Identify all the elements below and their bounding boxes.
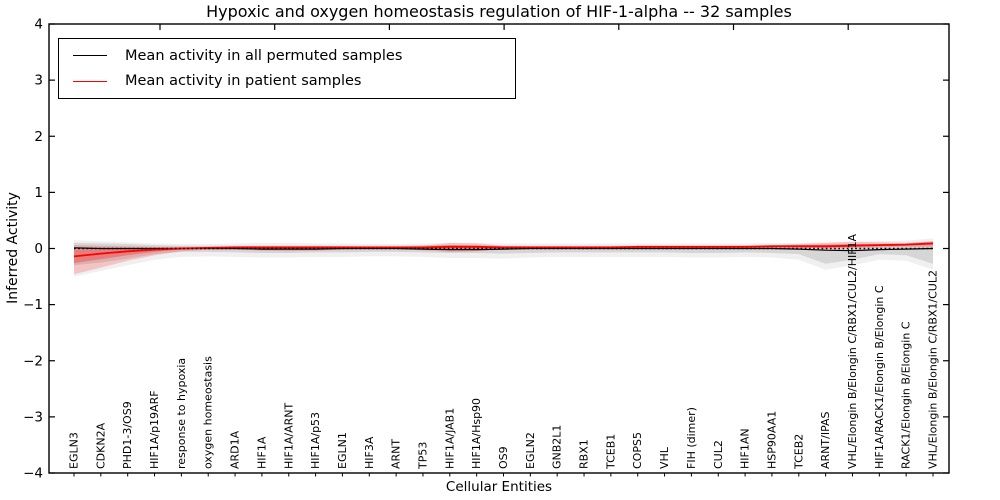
x-category-label: EGLN2 xyxy=(524,432,537,469)
x-category-label: HIF3A xyxy=(363,436,376,469)
legend-entry-permuted: Mean activity in all permuted samples xyxy=(59,43,515,69)
x-category-label: VHL/Elongin B/Elongin C/RBX1/CUL2 xyxy=(927,270,940,469)
x-category-label: RACK1/Elongin B/Elongin C xyxy=(900,321,913,469)
x-category-label: VHL xyxy=(658,446,671,469)
x-category-label: HIF1AN xyxy=(739,428,752,469)
y-tick-label: 3 xyxy=(34,73,43,89)
x-category-label: TP53 xyxy=(416,442,429,470)
y-tick-label: −4 xyxy=(23,466,43,482)
legend: Mean activity in all permuted samples Me… xyxy=(58,38,516,99)
y-tick-label: 0 xyxy=(34,241,43,257)
x-category-label: oxygen homeostasis xyxy=(202,356,215,469)
x-category-label: HIF1A/ARNT xyxy=(282,403,295,469)
y-axis-label: Inferred Activity xyxy=(5,192,21,304)
x-category-label: ARD1A xyxy=(229,430,242,469)
x-category-label: ARNT xyxy=(390,439,403,469)
y-tick-label: −2 xyxy=(23,353,43,369)
x-category-label: HSP90AA1 xyxy=(765,411,778,469)
x-category-label: HIF1A xyxy=(255,436,268,469)
legend-label-patient: Mean activity in patient samples xyxy=(125,73,362,90)
patient-line-swatch xyxy=(73,80,107,82)
x-category-label: COPS5 xyxy=(631,432,644,469)
x-category-label: OS9 xyxy=(497,446,510,469)
legend-entry-patient: Mean activity in patient samples xyxy=(59,69,515,95)
x-category-label: PHD1-3/OS9 xyxy=(121,401,134,469)
x-category-label: HIF1A/RACK1/Elongin B/Elongin C xyxy=(873,285,886,469)
permuted-line-swatch xyxy=(73,55,107,57)
x-axis-label: Cellular Entities xyxy=(445,479,553,495)
x-category-label: FIH (dimer) xyxy=(685,407,698,469)
x-category-label: EGLN1 xyxy=(336,432,349,469)
legend-label-permuted: Mean activity in all permuted samples xyxy=(125,47,403,64)
x-category-label: HIF1A/p19ARF xyxy=(148,390,161,469)
x-category-label: TCEB1 xyxy=(604,434,617,470)
x-category-label: CUL2 xyxy=(712,440,725,469)
x-category-label: CDKN2A xyxy=(94,422,107,469)
x-category-label: HIF1A/p53 xyxy=(309,412,322,469)
x-category-label: HIF1A/Hsp90 xyxy=(470,398,483,469)
x-category-label: response to hypoxia xyxy=(175,358,188,469)
y-tick-label: −3 xyxy=(23,409,43,425)
x-category-label: TCEB2 xyxy=(792,434,805,470)
y-tick-label: −1 xyxy=(23,297,43,313)
y-tick-label: 1 xyxy=(34,185,43,201)
y-tick-label: 2 xyxy=(34,129,43,145)
x-category-label: HIF1A/JAB1 xyxy=(443,408,456,469)
x-category-label: VHL/Elongin B/Elongin C/RBX1/CUL2/HIF1A xyxy=(846,233,859,469)
x-category-label: GNB2L1 xyxy=(551,425,564,469)
x-category-label: EGLN3 xyxy=(68,432,81,469)
mean-activity-in-patient-samples-line xyxy=(73,242,934,258)
x-category-label: ARNT/IPAS xyxy=(819,411,832,469)
x-category-label: RBX1 xyxy=(578,439,591,469)
y-tick-label: 4 xyxy=(34,17,43,33)
chart-title: Hypoxic and oxygen homeostasis regulatio… xyxy=(206,2,792,21)
